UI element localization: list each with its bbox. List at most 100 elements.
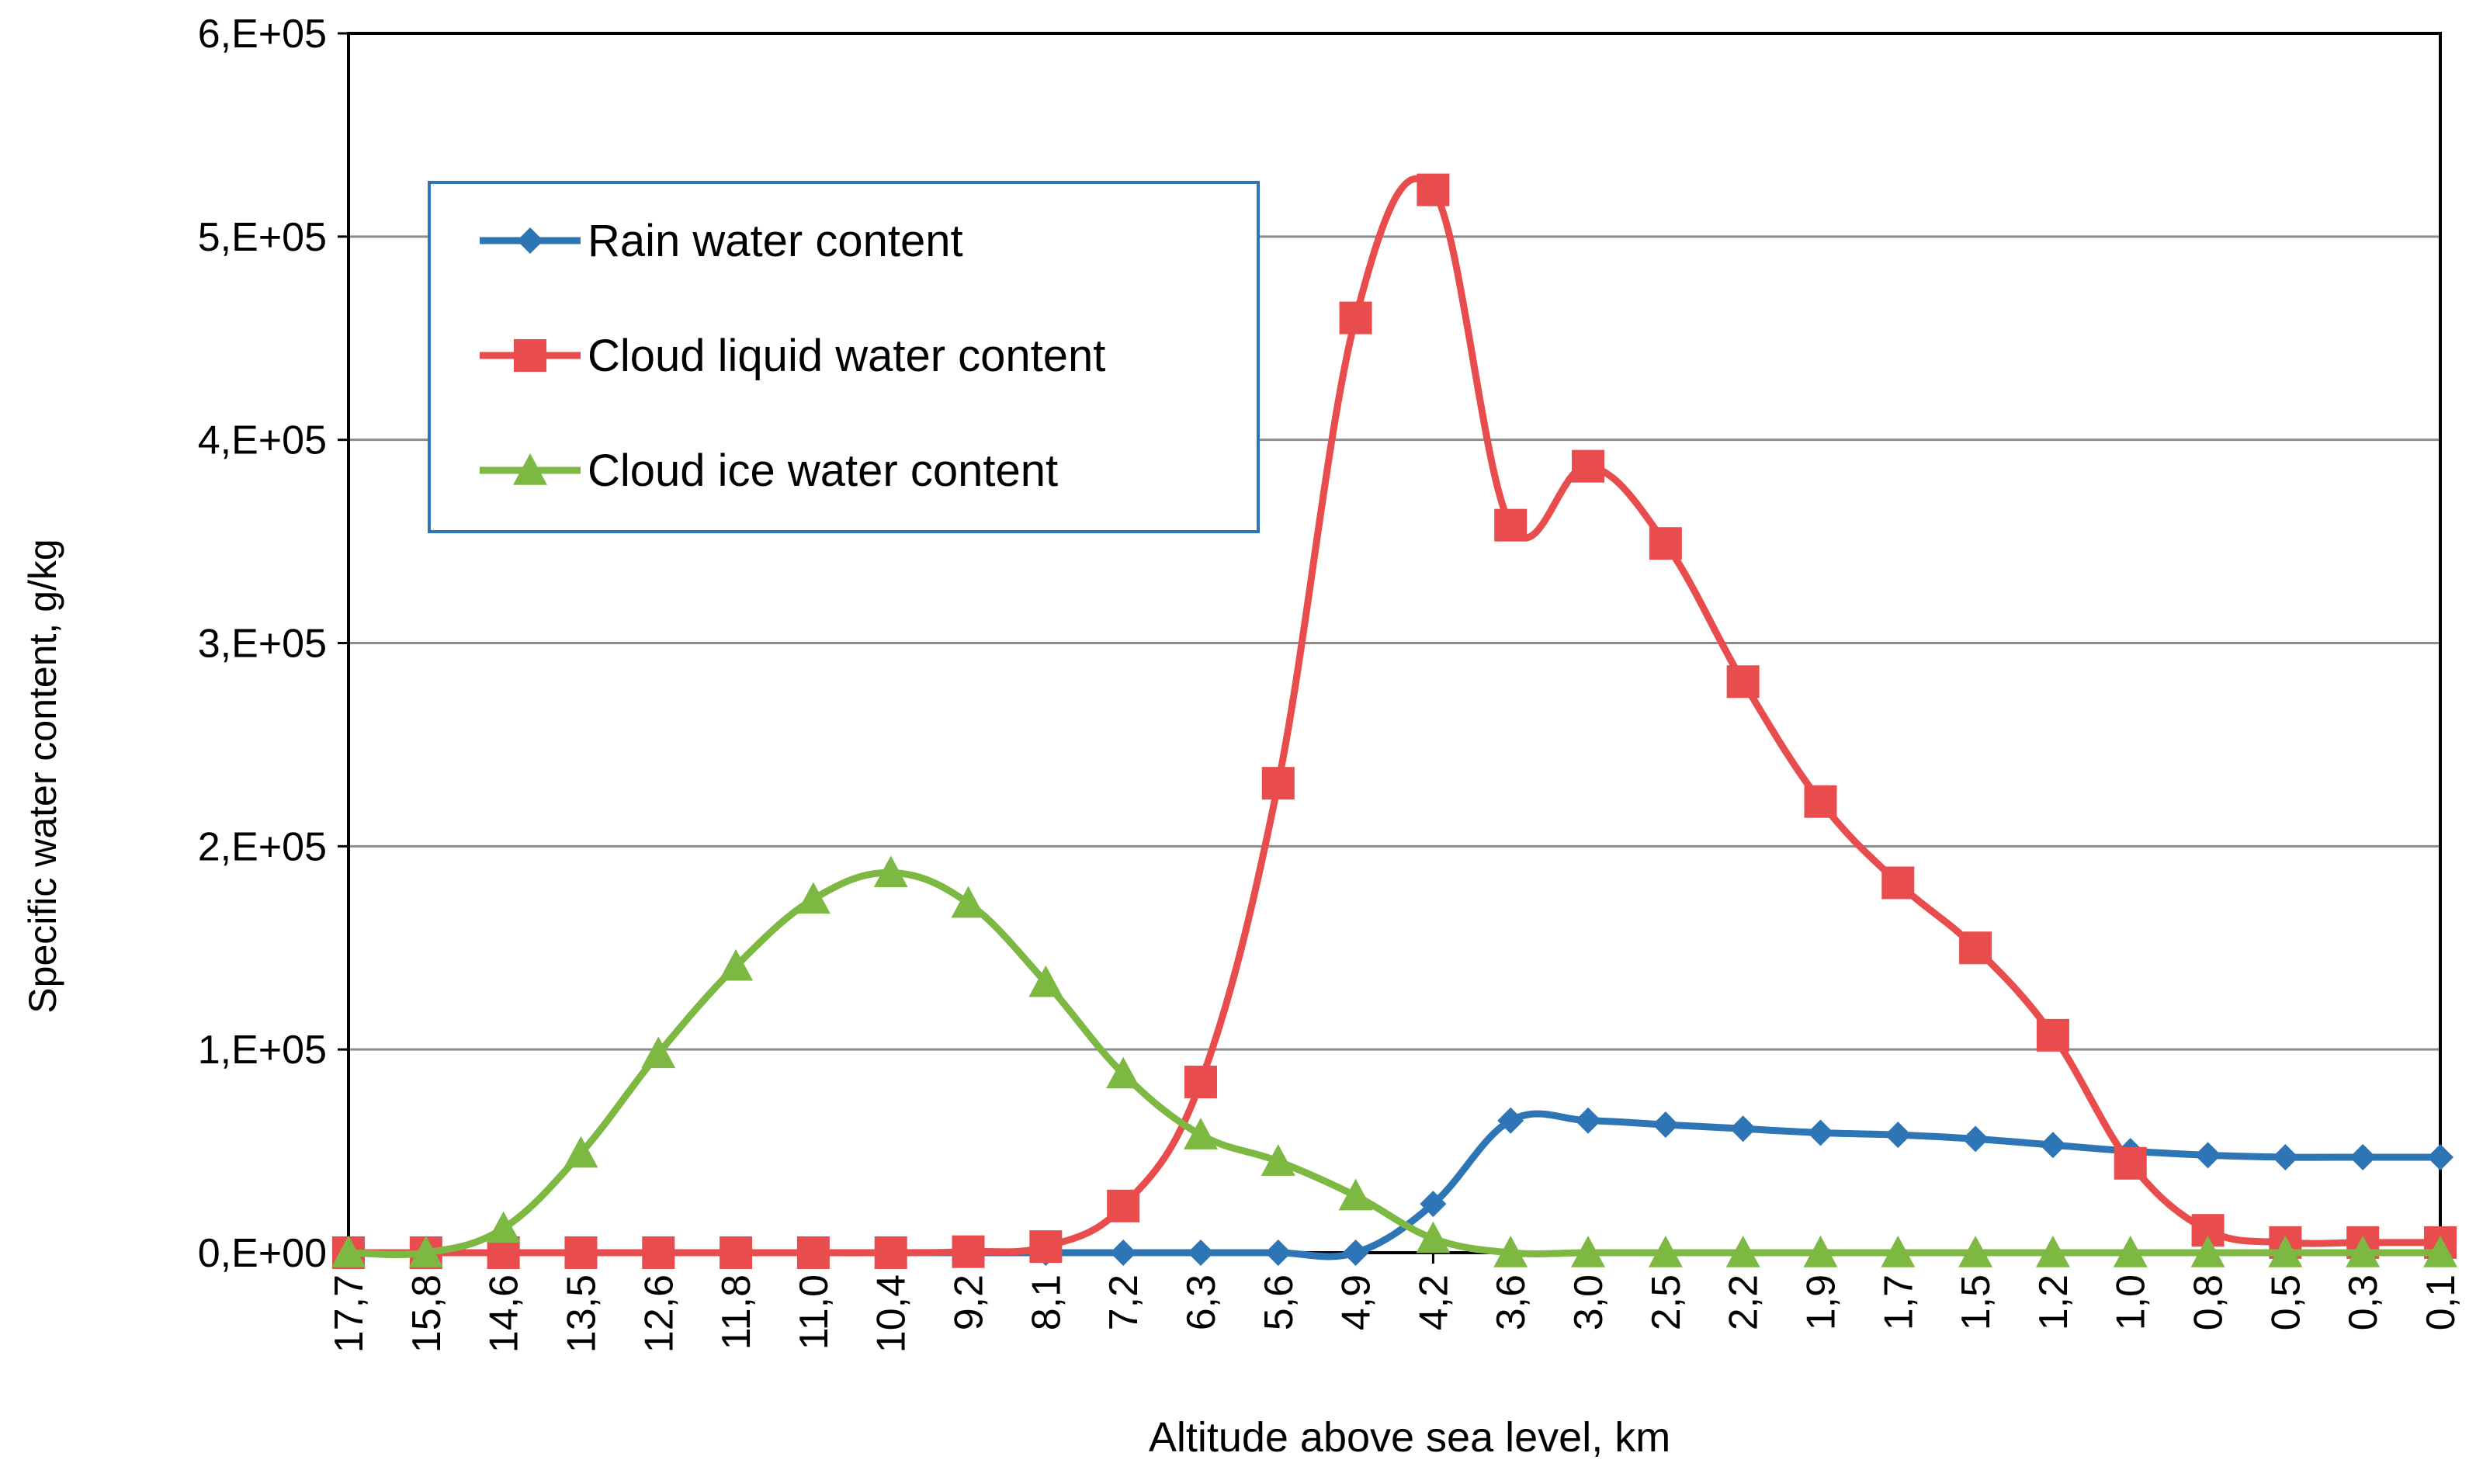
x-tick-label: 8,1 — [1024, 1274, 1069, 1330]
legend-label: Rain water content — [588, 216, 963, 266]
rain-water-point — [1652, 1111, 1679, 1139]
cloud-ice-water-point — [796, 882, 831, 914]
cloud-liquid-water-point — [1339, 301, 1372, 335]
cloud-liquid-water-point — [1494, 508, 1528, 542]
cloud-ice-water-point — [2268, 1236, 2303, 1267]
cloud-liquid-water-point — [2036, 1018, 2069, 1052]
rain-water-point — [2039, 1132, 2066, 1159]
cloud-ice-water-point — [2423, 1236, 2457, 1267]
series-layer — [331, 173, 2457, 1269]
cloud-ice-water-point — [641, 1036, 676, 1069]
rain-water-point — [1885, 1122, 1912, 1149]
x-tick-label: 10,4 — [869, 1274, 914, 1353]
cloud-ice-water-point — [873, 855, 908, 888]
y-tick-label: 5,E+05 — [198, 215, 327, 260]
cloud-liquid-water-point — [1107, 1189, 1140, 1222]
x-tick-label: 3,0 — [1566, 1274, 1611, 1330]
cloud-ice-water-point — [1803, 1236, 1838, 1267]
rain-water-point — [1110, 1240, 1137, 1266]
rain-water-point — [1420, 1191, 1447, 1218]
cloud-liquid-water-point — [796, 1236, 830, 1269]
y-tick-label: 2,E+05 — [198, 824, 327, 869]
x-tick-label: 7,2 — [1101, 1274, 1146, 1330]
cloud-ice-water-point — [1881, 1236, 1916, 1267]
x-tick-label: 1,2 — [2031, 1274, 2076, 1330]
x-tick-label: 5,6 — [1257, 1274, 1302, 1330]
cloud-liquid-water-point — [1804, 785, 1837, 818]
rain-water-point — [2194, 1142, 2221, 1169]
cloud-ice-water-point — [1571, 1236, 1606, 1267]
rain-water-point — [1187, 1240, 1214, 1266]
x-tick-label: 14,6 — [482, 1274, 527, 1353]
cloud-liquid-water-point — [720, 1236, 753, 1269]
rain-water-point — [2427, 1143, 2454, 1170]
x-tick-label: 15,8 — [404, 1274, 449, 1353]
x-tick-label: 11,8 — [714, 1274, 759, 1350]
rain-water-point — [1807, 1119, 1834, 1146]
x-tick-label: 17,7 — [327, 1274, 372, 1353]
cloud-ice-water-point — [1416, 1221, 1451, 1253]
legend-label: Cloud liquid water content — [588, 331, 1105, 381]
cloud-liquid-water-point — [2114, 1146, 2147, 1180]
rain-water-point — [1264, 1240, 1292, 1266]
series-cloud-liquid-water — [332, 173, 2457, 1269]
x-tick-label: 11,0 — [792, 1274, 837, 1350]
rain-water-point — [1342, 1240, 1369, 1266]
cloud-ice-water-point — [486, 1211, 521, 1243]
cloud-ice-water-point — [1958, 1236, 1993, 1267]
cloud-ice-water-point — [1183, 1118, 1218, 1149]
cloud-liquid-water-point — [874, 1236, 907, 1269]
x-tick-label: 0,1 — [2419, 1274, 2464, 1330]
y-tick-label: 3,E+05 — [198, 622, 327, 667]
x-tick-label: 9,2 — [947, 1274, 992, 1330]
cloud-ice-water-point — [1648, 1236, 1683, 1267]
cloud-ice-water-point — [2346, 1236, 2381, 1267]
x-tick-label: 13,5 — [559, 1274, 604, 1353]
cloud-ice-water-point — [1725, 1236, 1760, 1267]
y-tick-label: 0,E+00 — [198, 1231, 327, 1276]
cloud-liquid-water-point — [642, 1236, 675, 1269]
cloud-liquid-water-point — [1881, 866, 1915, 900]
rain-water-point — [1575, 1107, 1602, 1134]
plot-area-frame — [347, 32, 2442, 1254]
cloud-liquid-water-point — [1184, 1066, 1217, 1099]
cloud-liquid-water-point — [1726, 665, 1760, 699]
rain-water-point — [1962, 1125, 1989, 1153]
y-axis-label: Specific water content, g/kg — [21, 539, 64, 1013]
cloud-ice-water-point — [1338, 1178, 1373, 1211]
cloud-liquid-water-point — [1649, 527, 1682, 560]
x-tick-label: 1,9 — [1798, 1274, 1843, 1330]
cloud-liquid-water-point — [564, 1236, 598, 1269]
x-tick-label: 3,6 — [1489, 1274, 1534, 1330]
cloud-ice-water-point — [564, 1136, 598, 1168]
x-tick-label: 1,5 — [1954, 1274, 1999, 1330]
legend: Rain water content Cloud liquid water con… — [428, 181, 1260, 533]
x-tick-label: 6,3 — [1179, 1274, 1224, 1330]
cloud-liquid-water-point — [1029, 1230, 1063, 1264]
x-tick-label: 1,7 — [1876, 1274, 1921, 1330]
cloud-ice-water-point — [951, 886, 986, 918]
cloud-ice-water-point — [2113, 1236, 2148, 1267]
x-tick-label: 4,9 — [1334, 1274, 1379, 1330]
cloud-ice-water-point — [331, 1236, 366, 1267]
rain-water-line — [349, 1110, 2440, 1260]
legend-marker — [513, 453, 547, 485]
series-cloud-ice-water — [331, 855, 2457, 1267]
cloud-liquid-water-point — [1959, 931, 1992, 965]
y-tick-label: 4,E+05 — [198, 418, 327, 463]
cloud-ice-water-point — [1106, 1056, 1141, 1089]
cloud-ice-water-point — [1493, 1236, 1528, 1267]
y-tick-label: 1,E+05 — [198, 1028, 327, 1073]
x-tick-label: 2,2 — [1722, 1274, 1767, 1330]
x-tick-label: 2,5 — [1644, 1274, 1689, 1330]
x-tick-label: 12,6 — [636, 1274, 681, 1353]
cloud-liquid-water-point — [1261, 767, 1295, 800]
legend-label: Cloud ice water content — [588, 446, 1058, 496]
cloud-ice-water-point — [719, 948, 754, 981]
x-tick-label: 4,2 — [1411, 1274, 1456, 1330]
y-axis-tick-labels: 0,E+00 1,E+05 2,E+05 3,E+05 4,E+05 5,E+05 6,E+… — [198, 12, 327, 1276]
x-tick-label: 0,3 — [2341, 1274, 2386, 1330]
legend-marker — [517, 227, 543, 254]
